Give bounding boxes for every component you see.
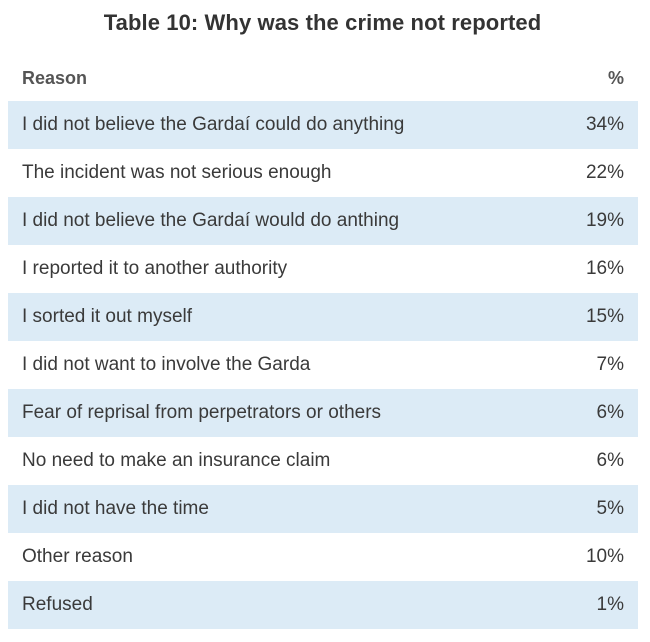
row-percent: 15% <box>585 306 624 327</box>
table-title: Table 10: Why was the crime not reported <box>103 10 542 35</box>
row-percent: 34% <box>585 114 624 135</box>
row-reason: No need to make an insurance claim <box>22 450 331 471</box>
row-reason: I reported it to another authority <box>22 258 288 279</box>
row-reason: I did not believe the Gardaí would do an… <box>22 210 400 231</box>
row-percent: 19% <box>585 210 624 231</box>
row-reason: I did not believe the Gardaí could do an… <box>22 114 405 135</box>
header-reason: Reason <box>22 67 88 88</box>
row-reason: Fear of reprisal from perpetrators or ot… <box>22 402 382 423</box>
row-percent: 10% <box>585 546 624 567</box>
table-row: Refused 1% <box>8 581 638 629</box>
header-percent: % <box>607 67 624 88</box>
row-reason: I sorted it out myself <box>22 306 193 327</box>
table-row: I did not want to involve the Garda 7% <box>8 341 638 389</box>
table-row: I did not believe the Gardaí would do an… <box>8 197 638 245</box>
row-reason: I did not want to involve the Garda <box>22 354 311 375</box>
row-reason: The incident was not serious enough <box>22 162 332 183</box>
row-percent: 6% <box>596 402 624 423</box>
table-row: Other reason 10% <box>8 533 638 581</box>
row-percent: 22% <box>585 162 624 183</box>
table-row: I sorted it out myself 15% <box>8 293 638 341</box>
row-percent: 7% <box>596 354 624 375</box>
row-reason: Other reason <box>22 546 133 567</box>
row-percent: 6% <box>596 450 624 471</box>
table-row: I did not have the time 5% <box>8 485 638 533</box>
row-percent: 16% <box>585 258 624 279</box>
row-reason: Refused <box>22 594 93 615</box>
row-percent: 5% <box>596 498 624 519</box>
table-row: The incident was not serious enough 22% <box>8 149 638 197</box>
table-row: No need to make an insurance claim 6% <box>8 437 638 485</box>
table-row: I reported it to another authority 16% <box>8 245 638 293</box>
table-row: I did not believe the Gardaí could do an… <box>8 101 638 149</box>
row-percent: 1% <box>596 594 624 615</box>
table-header-row: Reason % <box>8 58 638 101</box>
row-reason: I did not have the time <box>22 498 209 519</box>
table-row: Fear of reprisal from perpetrators or ot… <box>8 389 638 437</box>
reasons-table: Reason % I did not believe the Gardaí co… <box>8 58 638 629</box>
